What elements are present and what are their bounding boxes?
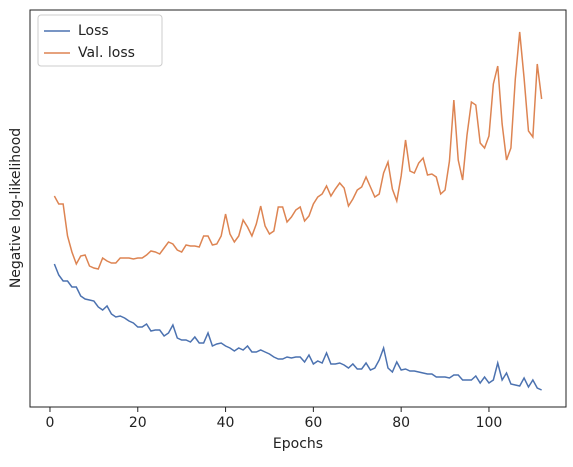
data-line xyxy=(53,263,542,391)
x-tick-label: 100 xyxy=(476,415,503,431)
x-tick-label: 60 xyxy=(304,415,322,431)
x-axis-label: Epochs xyxy=(273,436,323,452)
y-axis-label: Negative log-likelihood xyxy=(8,128,24,288)
plot-frame xyxy=(29,9,567,408)
data-line xyxy=(53,31,543,270)
x-tick-label: 0 xyxy=(46,415,55,431)
legend-label: Loss xyxy=(78,23,109,39)
legend-label: Val. loss xyxy=(78,45,135,61)
x-tick-label: 40 xyxy=(217,415,235,431)
x-tick-label: 20 xyxy=(129,415,147,431)
x-tick-label: 80 xyxy=(392,415,410,431)
